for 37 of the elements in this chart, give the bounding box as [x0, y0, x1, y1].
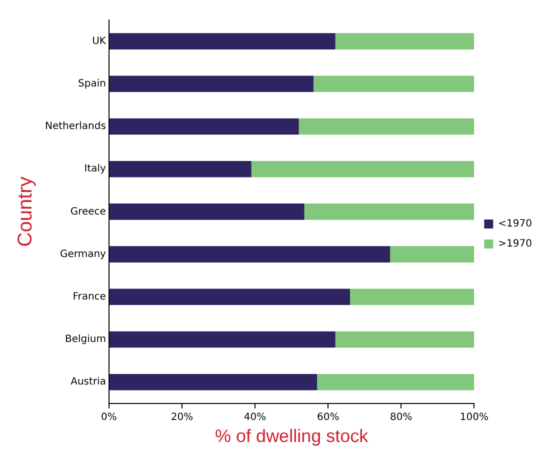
x-tick-label: 100% — [460, 412, 488, 423]
y-tick-label: UK — [92, 36, 106, 47]
y-tick-label: Spain — [78, 78, 106, 90]
legend-label: >1970 — [498, 238, 532, 250]
bar — [335, 331, 474, 348]
bar — [298, 118, 474, 135]
bar — [109, 246, 390, 262]
x-tick-label: 60% — [316, 412, 340, 423]
bar — [313, 76, 474, 92]
bar — [251, 160, 474, 178]
bar — [109, 204, 304, 220]
bar — [304, 204, 474, 220]
bar — [350, 288, 474, 306]
x-tick-label: 20% — [170, 412, 194, 423]
bar — [390, 246, 474, 262]
x-tick-label: 0% — [101, 412, 117, 423]
bar — [109, 118, 299, 135]
bar — [109, 374, 318, 390]
y-axis-title: Country — [14, 176, 37, 247]
bar — [109, 160, 252, 178]
x-tick-label: 80% — [390, 412, 412, 423]
bar — [109, 331, 336, 348]
y-tick-label: Belgium — [64, 334, 106, 346]
x-axis-title: % of dwelling stock — [215, 426, 370, 446]
y-tick-label: Greece — [70, 206, 106, 218]
y-tick-label: Germany — [60, 248, 106, 260]
y-tick-label: Austria — [70, 376, 106, 388]
y-tick-label: Netherlands — [44, 121, 106, 132]
x-tick-label: 40% — [244, 412, 266, 423]
bar — [335, 33, 474, 50]
bar — [109, 76, 314, 92]
legend-label: <1970 — [498, 218, 532, 230]
y-tick-label: France — [72, 291, 106, 302]
bar — [109, 33, 336, 50]
bar — [109, 288, 350, 306]
y-tick-label: Italy — [84, 164, 106, 175]
bar — [317, 374, 474, 390]
